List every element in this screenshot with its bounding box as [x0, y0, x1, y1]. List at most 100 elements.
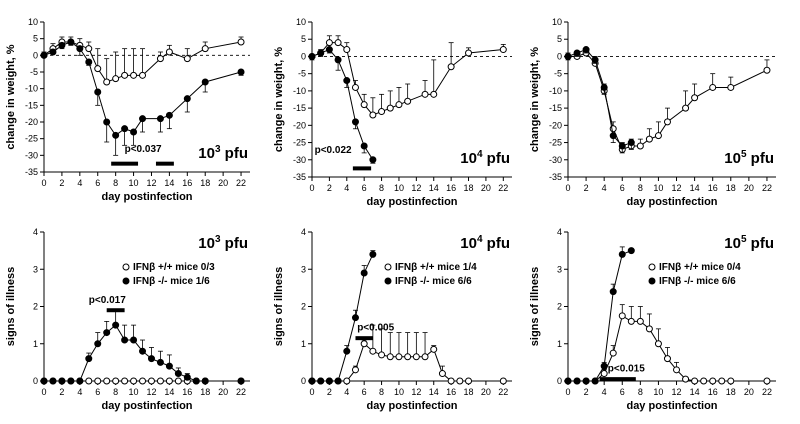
- x-tick-label: 18: [726, 387, 736, 397]
- open-circle-point: [395, 353, 403, 361]
- x-tick-label: 14: [429, 387, 439, 397]
- y-tick-label: -10: [293, 86, 306, 96]
- x-tick-label: 12: [672, 387, 682, 397]
- x-tick-label: 10: [653, 387, 663, 397]
- y-axis-label: change in weight, %: [5, 44, 17, 149]
- open-circle-point: [447, 377, 455, 385]
- x-tick-label: 8: [113, 178, 118, 188]
- filled-circle-point: [139, 115, 147, 123]
- open-circle-point: [130, 377, 138, 385]
- x-tick-label: 22: [236, 387, 246, 397]
- y-tick-label: -20: [549, 120, 562, 130]
- filled-circle-point: [121, 336, 129, 344]
- y-tick-label: -5: [298, 69, 306, 79]
- y-tick-label: -15: [25, 100, 38, 110]
- open-circle-point: [386, 104, 394, 112]
- dose-label: 104 pfu: [460, 149, 510, 167]
- open-circle-point: [334, 39, 342, 47]
- x-axis-label: day postinfection: [626, 400, 717, 412]
- series-knockout: [564, 246, 635, 385]
- open-circle-point: [94, 377, 102, 385]
- y-tick-label: 1: [301, 339, 306, 349]
- legend-marker: [648, 263, 656, 271]
- filled-circle-point: [192, 377, 200, 385]
- x-axis-label: day postinfection: [101, 400, 192, 412]
- x-tick-label: 0: [309, 387, 314, 397]
- y-tick-label: -25: [549, 138, 562, 148]
- series-knockout: [564, 46, 635, 154]
- open-circle-point: [465, 377, 473, 385]
- x-tick-label: 12: [411, 387, 421, 397]
- series-wildtype: [564, 304, 771, 385]
- filled-circle-point: [609, 288, 617, 296]
- open-circle-point: [430, 345, 438, 353]
- x-tick-label: 22: [236, 178, 246, 188]
- filled-circle-point: [94, 88, 102, 96]
- x-tick-label: 2: [59, 387, 64, 397]
- series-wildtype: [308, 35, 507, 119]
- open-circle-point: [412, 353, 420, 361]
- open-circle-point: [618, 312, 626, 320]
- open-circle-point: [139, 71, 147, 79]
- legend-entry: IFNβ -/- mice 6/6: [395, 276, 472, 287]
- filled-circle-point: [591, 377, 599, 385]
- y-tick-label: -35: [293, 172, 306, 182]
- filled-circle-point: [317, 49, 325, 57]
- legend-entry: IFNβ -/- mice 6/6: [659, 276, 736, 287]
- x-tick-label: 12: [411, 183, 421, 193]
- y-tick-label: -25: [25, 134, 38, 144]
- filled-circle-point: [201, 377, 209, 385]
- filled-circle-point: [564, 52, 572, 60]
- x-tick-label: 8: [638, 387, 643, 397]
- filled-circle-point: [130, 128, 138, 136]
- x-tick-label: 8: [379, 183, 384, 193]
- open-circle-point: [682, 104, 690, 112]
- y-tick-label: 5: [557, 34, 562, 44]
- open-circle-point: [165, 48, 173, 56]
- filled-circle-point: [40, 51, 48, 59]
- filled-circle-point: [85, 58, 93, 66]
- legend-marker: [122, 263, 130, 271]
- filled-circle-point: [351, 314, 359, 322]
- open-circle-point: [627, 317, 635, 325]
- open-circle-point: [360, 340, 368, 348]
- open-circle-point: [709, 83, 717, 91]
- x-tick-label: 4: [77, 178, 82, 188]
- x-tick-label: 14: [164, 178, 174, 188]
- legend-entry: IFNβ +/+ mice 0/4: [659, 262, 741, 273]
- open-circle-point: [112, 75, 120, 83]
- open-circle-point: [351, 366, 359, 374]
- x-tick-label: 22: [762, 387, 772, 397]
- y-tick-label: -35: [25, 167, 38, 177]
- x-tick-label: 4: [77, 387, 82, 397]
- x-tick-label: 8: [379, 387, 384, 397]
- filled-circle-point: [369, 250, 377, 258]
- filled-circle-point: [573, 377, 581, 385]
- filled-circle-point: [317, 377, 325, 385]
- x-tick-label: 18: [464, 387, 474, 397]
- series-wildtype: [308, 324, 507, 385]
- x-tick-label: 0: [565, 183, 570, 193]
- filled-circle-point: [343, 347, 351, 355]
- y-tick-label: -5: [30, 67, 38, 77]
- filled-circle-point: [360, 269, 368, 277]
- filled-circle-point: [351, 118, 359, 126]
- open-circle-point: [727, 377, 735, 385]
- filled-circle-point: [103, 329, 111, 337]
- filled-circle-point: [308, 52, 316, 60]
- x-tick-label: 0: [41, 387, 46, 397]
- filled-circle-point: [121, 125, 129, 133]
- p-value-label: p<0.017: [89, 295, 126, 306]
- y-tick-label: 10: [28, 17, 38, 27]
- series-knockout: [308, 46, 377, 164]
- x-tick-label: 16: [446, 387, 456, 397]
- open-circle-point: [351, 83, 359, 91]
- x-tick-label: 20: [744, 183, 754, 193]
- y-tick-label: 2: [557, 302, 562, 312]
- open-circle-point: [360, 101, 368, 109]
- series-knockout: [40, 38, 245, 156]
- x-tick-label: 18: [726, 183, 736, 193]
- filled-circle-point: [165, 362, 173, 370]
